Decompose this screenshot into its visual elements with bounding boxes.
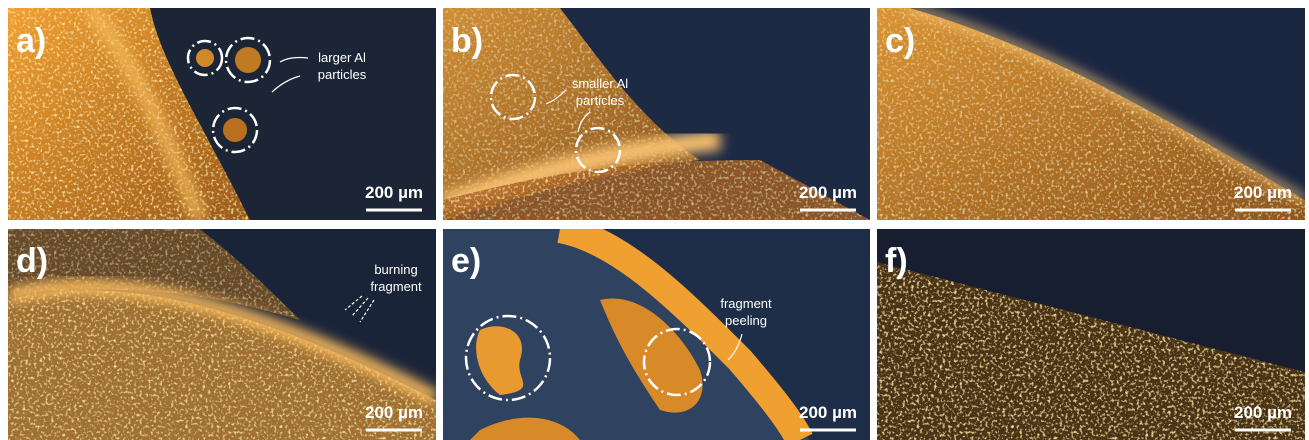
annotation: burning xyxy=(374,262,417,277)
figure: a) larger Al particles 200 µm b) smaller… xyxy=(0,0,1309,440)
annotation: smaller Al xyxy=(572,76,628,91)
annotation: larger Al xyxy=(318,50,366,65)
panel-label: b) xyxy=(451,22,483,60)
particle xyxy=(223,118,247,142)
panel-label: e) xyxy=(451,242,481,280)
scale-bar-label: 200 µm xyxy=(799,403,857,422)
annotation: particles xyxy=(576,93,625,108)
scale-bar-label: 200 µm xyxy=(799,183,857,202)
annotation: peeling xyxy=(725,313,767,328)
scale-bar-label: 200 µm xyxy=(365,403,423,422)
panel-label: a) xyxy=(16,22,46,60)
particle xyxy=(235,47,261,73)
panel-label: c) xyxy=(885,22,915,60)
annotation: fragment xyxy=(370,279,422,294)
annotation: fragment xyxy=(720,296,772,311)
particle xyxy=(196,49,214,67)
scale-bar-label: 200 µm xyxy=(1234,403,1292,422)
annotation: particles xyxy=(318,67,367,82)
panel-label: f) xyxy=(885,242,908,280)
scale-bar-label: 200 µm xyxy=(1234,183,1292,202)
panel-label: d) xyxy=(16,242,48,280)
scale-bar-label: 200 µm xyxy=(365,183,423,202)
page: a) larger Al particles 200 µm b) smaller… xyxy=(0,0,1309,440)
